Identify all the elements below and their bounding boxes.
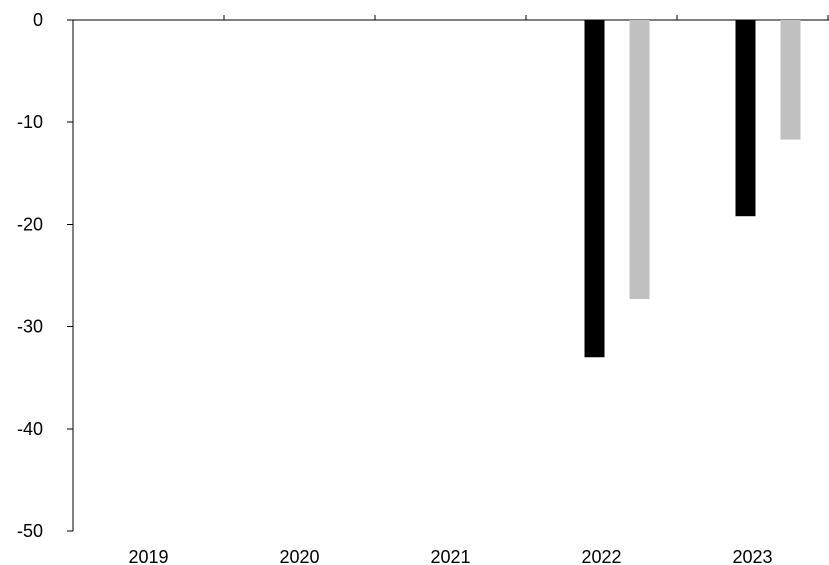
y-tick-label: -20 <box>17 214 43 234</box>
bar-series-1-2023 <box>735 20 756 217</box>
bars <box>584 20 801 358</box>
y-tick-label: -40 <box>17 419 43 439</box>
bar-series-2-2023 <box>780 20 801 140</box>
bar-series-1-2022 <box>584 20 605 358</box>
x-tick-label: 2021 <box>430 547 470 565</box>
y-tick-label: -50 <box>17 521 43 541</box>
y-tick-label: 0 <box>33 10 43 30</box>
x-tick-label: 2023 <box>732 547 772 565</box>
x-tick-label: 2020 <box>279 547 319 565</box>
y-tick-label: -30 <box>17 317 43 337</box>
x-axis: 2019 2020 2021 2022 2023 <box>73 15 829 565</box>
x-tick-label: 2022 <box>581 547 621 565</box>
y-tick-label: -10 <box>17 112 43 132</box>
bar-series-2-2022 <box>629 20 650 300</box>
y-axis: 0 -10 -20 -30 -40 -50 <box>17 10 74 541</box>
x-tick-label: 2019 <box>128 547 168 565</box>
